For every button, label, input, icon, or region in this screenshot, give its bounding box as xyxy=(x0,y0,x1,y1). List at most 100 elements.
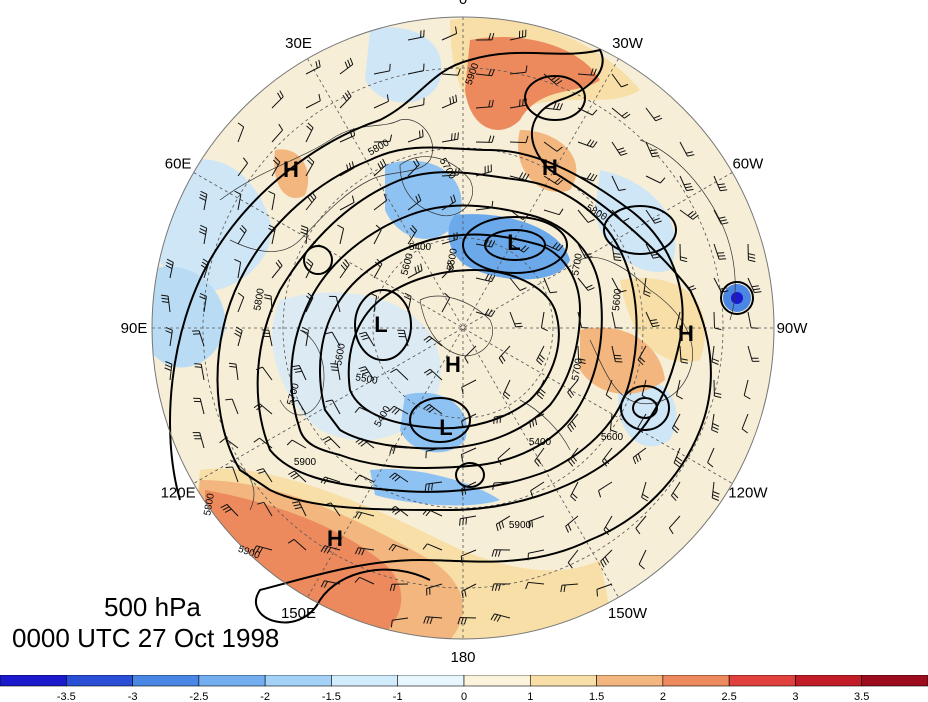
wind-barb xyxy=(741,413,749,434)
contour-label: 5500 xyxy=(355,372,379,387)
wind-barb xyxy=(271,259,283,279)
wind-barb xyxy=(329,295,341,313)
colorbar-box xyxy=(331,675,399,687)
colorbar: -3.5 -3 -2.5 -2 -1.5 -1 0 1 1.5 2 2.5 3 3.5 xyxy=(0,675,928,702)
wind-barb xyxy=(422,508,443,517)
contour-label: 5900 xyxy=(509,520,532,531)
contour-5400 xyxy=(347,268,560,430)
wind-barb xyxy=(502,379,511,400)
wind-barb xyxy=(611,175,626,191)
wind-barb xyxy=(475,135,495,143)
wind-barb xyxy=(373,193,388,211)
wind-barb xyxy=(464,345,477,364)
wind-barb xyxy=(237,224,247,245)
wind-barb xyxy=(423,403,443,415)
wind-barb xyxy=(441,292,451,313)
wind-barb xyxy=(679,277,697,292)
wind-barb xyxy=(325,399,341,415)
map-boundary xyxy=(151,16,775,640)
wind-barb xyxy=(498,345,511,364)
wind-barb xyxy=(577,243,593,259)
wind-barb xyxy=(570,481,579,502)
wind-barb xyxy=(423,616,443,625)
wind-barb xyxy=(713,175,728,192)
wind-barb xyxy=(577,172,598,182)
wind-barb xyxy=(475,308,496,317)
wind-barb xyxy=(330,363,341,381)
wind-barb xyxy=(354,406,375,415)
wind-barb xyxy=(645,209,662,224)
wind-barb xyxy=(255,366,273,381)
wind-barb xyxy=(424,481,443,492)
wind-barb xyxy=(495,515,511,532)
wind-barb xyxy=(747,345,760,362)
wind-barb xyxy=(407,263,423,279)
wind-barb xyxy=(711,413,720,434)
wind-barb xyxy=(509,243,530,253)
wind-barb xyxy=(543,102,563,111)
wind-barb xyxy=(638,549,647,570)
anomaly-negative-core xyxy=(385,160,462,239)
wind-barb xyxy=(373,63,391,75)
anomaly-negative-patch xyxy=(272,292,441,441)
wind-barb xyxy=(679,345,688,364)
low-pressure-label: L xyxy=(439,415,452,440)
wind-barb xyxy=(373,224,382,245)
wind-barb xyxy=(339,161,355,177)
wind-barb xyxy=(426,583,443,596)
wind-barb xyxy=(475,273,496,283)
wind-barb xyxy=(305,156,315,177)
wind-barb xyxy=(543,141,563,152)
colorbar-label: 2.5 xyxy=(721,691,736,702)
wind-barb xyxy=(373,258,383,279)
anomaly-positive-patch xyxy=(205,490,402,639)
wind-barb xyxy=(441,26,458,41)
wind-barb xyxy=(164,361,173,381)
wind-barb xyxy=(713,379,722,399)
wind-barb xyxy=(707,447,715,468)
wind-barb xyxy=(637,413,647,434)
wind-barb xyxy=(670,481,681,502)
anomaly-negative-patch xyxy=(152,266,226,368)
wind-barb xyxy=(225,398,239,415)
wind-barb xyxy=(339,128,356,143)
longitude-label: 60E xyxy=(165,156,192,173)
wind-barb xyxy=(200,258,210,279)
wind-barb xyxy=(509,209,529,221)
wind-barb xyxy=(271,90,284,109)
contour-label: 5700 xyxy=(570,357,585,381)
colorbar-label: -2.5 xyxy=(189,691,208,702)
wind-barb xyxy=(339,90,352,109)
wind-barb xyxy=(543,277,558,294)
wind-barb xyxy=(256,468,273,483)
wind-barb xyxy=(747,311,759,329)
wind-barb xyxy=(288,470,307,483)
wind-barb xyxy=(713,311,722,331)
low-pressure-label: L xyxy=(374,312,387,337)
colorbar-box xyxy=(861,675,928,687)
wind-barb xyxy=(679,175,694,192)
wind-barb xyxy=(611,345,623,363)
wind-barb xyxy=(645,141,660,158)
wind-barb xyxy=(509,311,523,328)
wind-barb xyxy=(407,129,424,143)
high-pressure-label: H xyxy=(327,526,343,551)
wind-barb xyxy=(322,436,341,449)
longitude-label: 30E xyxy=(285,35,312,52)
wind-barb xyxy=(509,98,527,109)
wind-barb xyxy=(261,329,273,347)
wind-barb xyxy=(354,511,375,519)
wind-barb xyxy=(441,260,454,279)
wind-barb xyxy=(641,481,649,502)
wind-barb xyxy=(320,580,341,588)
wind-barb xyxy=(673,447,683,468)
high-pressure-label: H xyxy=(445,352,461,377)
wind-barb xyxy=(369,292,378,313)
wind-barb xyxy=(165,258,174,279)
contour-closed xyxy=(303,245,333,275)
wind-barb xyxy=(268,190,276,211)
longitude-label: 90W xyxy=(777,320,809,337)
contour-closed xyxy=(524,75,586,121)
wind-barb xyxy=(359,331,375,347)
colorbar-label: -3.5 xyxy=(57,691,76,702)
